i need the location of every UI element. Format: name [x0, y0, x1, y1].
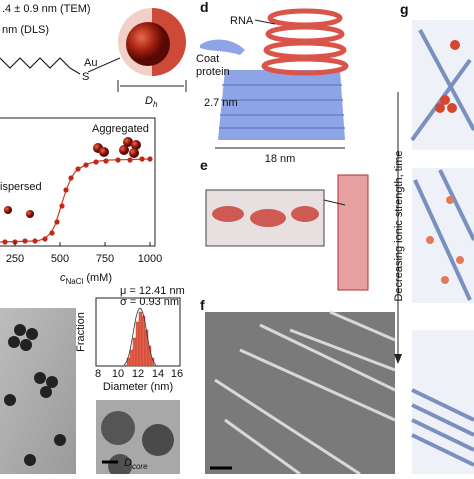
dispersed-label: ispersed [0, 181, 42, 193]
core-label: Au [84, 57, 97, 69]
panel-letter: g [400, 1, 409, 17]
virus-rod [337, 174, 369, 291]
scale-label: Dcore [124, 457, 148, 471]
x-tick-label: 10 [112, 368, 124, 380]
gold-core [126, 22, 170, 66]
x-axis-label: cNaCl (mM) [60, 272, 112, 286]
x-tick-label: 500 [51, 253, 69, 265]
sigma: σ = 0.93 nm [120, 296, 179, 308]
x-tick-label: 8 [95, 368, 101, 380]
arrow-label: Decreasing ionic strength, time [393, 150, 405, 301]
plot-frame [0, 117, 156, 247]
size-label: Dh [145, 95, 158, 109]
x-tick-label: 12 [132, 368, 144, 380]
x-tick-label: 750 [96, 253, 114, 265]
rna-helix [261, 8, 349, 76]
panel-letter: f [200, 297, 205, 313]
y-axis-label: Fraction [75, 312, 87, 352]
coat-label: protein [196, 66, 230, 78]
rna-label: RNA [230, 15, 254, 27]
sulfur: S [82, 71, 89, 83]
width-label: 18 nm [265, 153, 296, 165]
tem-size: .4 ± 0.9 nm (TEM) [2, 3, 91, 15]
coat-protein [218, 70, 345, 140]
alkyl-chain [0, 57, 81, 75]
bond [87, 57, 121, 73]
tem-image [0, 308, 76, 474]
dls-size: nm (DLS) [2, 24, 49, 36]
panel-letter: e [200, 157, 208, 173]
fit [123, 307, 157, 366]
coat-label: Coat [196, 53, 219, 65]
x-tick-label: 16 [171, 368, 183, 380]
curve [0, 158, 151, 243]
x-ticks: 250 500 750 1000 [6, 242, 162, 265]
aggregated-label: Aggregated [92, 123, 149, 135]
mean: μ = 12.41 nm [120, 285, 185, 297]
x-tick-label: 1000 [138, 253, 162, 265]
panel-letter: d [200, 0, 209, 15]
stage-3 [412, 330, 474, 474]
height-label: 2.7 nm [204, 97, 238, 109]
x-tick-label: 14 [152, 368, 164, 380]
points [2, 156, 153, 245]
x-tick-label: 250 [6, 253, 24, 265]
x-axis-label: Diameter (nm) [103, 381, 173, 393]
